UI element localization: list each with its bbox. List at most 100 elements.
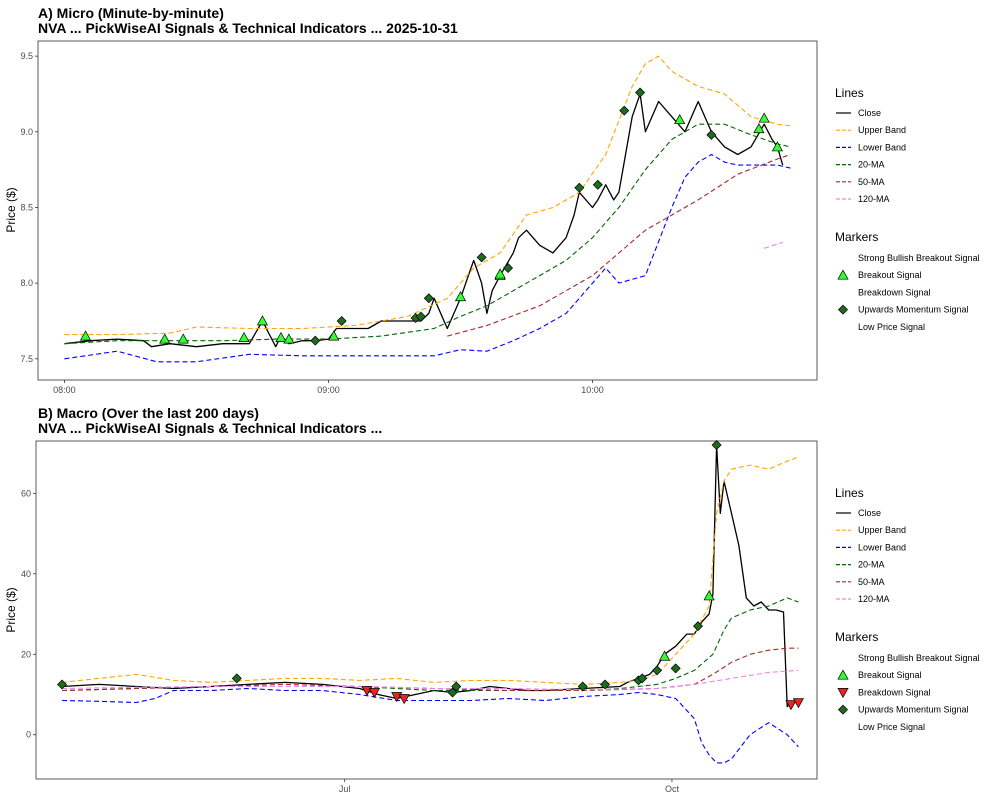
legend-marker-key <box>837 669 849 680</box>
legend-line-label: Close <box>858 108 881 118</box>
marker-breakout-signal <box>256 315 269 326</box>
legend-line-label: 50-MA <box>858 577 885 587</box>
y-tick-label: 8.5 <box>20 202 33 212</box>
marker-breakout-signal <box>674 113 686 125</box>
legend-marker-label: Breakdown Signal <box>858 287 931 297</box>
marker-upwards-momentum-signal <box>476 252 487 263</box>
marker-upwards-momentum-signal <box>574 182 585 193</box>
series-line-50-ma <box>61 647 799 692</box>
series-line-upper-band <box>64 55 791 336</box>
marker-upwards-momentum-signal <box>423 293 434 304</box>
y-tick-label: 9.0 <box>20 127 33 137</box>
legend-line-label: Lower Band <box>858 142 906 152</box>
marker-upwards-momentum-signal <box>592 179 603 190</box>
marker-breakout-signal <box>159 333 171 344</box>
marker-upwards-momentum-signal <box>711 440 722 451</box>
legend-line-label: Upper Band <box>858 125 906 135</box>
legend-line-label: Upper Band <box>858 525 906 535</box>
series-line-120-ma <box>764 241 783 249</box>
y-tick-label: 7.5 <box>20 354 33 364</box>
marker-breakout-signal <box>79 330 92 341</box>
series-line-50-ma <box>447 153 791 337</box>
marker-upwards-momentum-signal <box>692 621 703 632</box>
marker-upwards-momentum-signal <box>336 315 347 326</box>
marker-upwards-momentum-signal <box>451 681 462 692</box>
marker-breakout-signal <box>283 333 295 344</box>
series-line-20-ma <box>64 123 791 345</box>
marker-upwards-momentum-signal <box>503 263 514 274</box>
series-line-20-ma <box>61 597 799 692</box>
legend-marker-label: Low Price Signal <box>858 322 925 332</box>
plot-marks <box>64 55 791 363</box>
legend-marker-key <box>838 704 848 715</box>
marker-breakout-signal <box>238 331 250 342</box>
macro-panel: B) Macro (Over the last 200 days) NVA ..… <box>4 405 980 794</box>
legend-marker-key <box>837 269 849 280</box>
plot-marks <box>57 440 804 764</box>
legend-markers-title: Markers <box>835 630 878 644</box>
marker-upwards-momentum-signal <box>447 687 458 698</box>
marker-upwards-momentum-signal <box>600 679 611 690</box>
marker-upwards-momentum-signal <box>231 673 242 684</box>
legend-marker-key <box>837 688 849 699</box>
marker-breakout-signal <box>275 331 287 342</box>
marker-upwards-momentum-signal <box>310 335 321 346</box>
axis-ticks: 0 20 40 60 Jul Oct <box>21 488 679 794</box>
legend-markers-title: Markers <box>835 230 878 244</box>
legend-marker-label: Strong Bullish Breakout Signal <box>858 653 980 663</box>
legend-marker-label: Upwards Momentum Signal <box>858 705 969 715</box>
panel-subtitle: NVA ... PickWiseAI Signals & Technical I… <box>38 20 458 36</box>
marker-breakout-signal <box>494 268 506 279</box>
series-line-close <box>64 93 784 348</box>
legend-marker-label: Upwards Momentum Signal <box>858 305 969 315</box>
marker-breakdown-signal <box>398 694 410 705</box>
marker-breakout-signal <box>758 112 770 123</box>
marker-breakdown-signal <box>785 700 797 711</box>
legend-line-label: Close <box>858 508 881 518</box>
legend-line-label: 120-MA <box>858 594 890 604</box>
marker-upwards-momentum-signal <box>577 681 588 692</box>
legend: Lines Close Upper Band Lower Band 20-MA 50-MA… <box>835 86 980 332</box>
y-axis-title: Price ($) <box>4 187 18 232</box>
legend-marker-label: Breakout Signal <box>858 270 922 280</box>
x-tick-label: 09:00 <box>317 385 340 395</box>
plot-panel <box>35 440 818 780</box>
legend-line-label: 120-MA <box>858 194 890 204</box>
series-line-lower-band <box>61 687 799 764</box>
legend-line-label: Lower Band <box>858 542 906 552</box>
x-tick-label: 08:00 <box>53 385 76 395</box>
x-tick-label: Oct <box>665 784 680 794</box>
marker-upwards-momentum-signal <box>619 105 630 116</box>
marker-upwards-momentum-signal <box>670 663 681 674</box>
marker-upwards-momentum-signal <box>706 129 717 140</box>
marker-breakout-signal <box>454 291 467 302</box>
series-line-upper-band <box>61 456 799 685</box>
marker-upwards-momentum-signal <box>635 87 646 98</box>
y-axis-title: Price ($) <box>4 587 18 632</box>
marker-breakout-signal <box>753 123 765 134</box>
panel-title: A) Micro (Minute-by-minute) <box>38 5 224 21</box>
x-tick-label: 10:00 <box>581 385 604 395</box>
marker-breakdown-signal <box>792 698 804 709</box>
plot-panel <box>37 40 818 381</box>
marker-breakout-signal <box>771 141 783 152</box>
legend-marker-label: Low Price Signal <box>858 722 925 732</box>
legend: Lines Close Upper Band Lower Band 20-MA 50-MA… <box>835 486 980 732</box>
marker-breakdown-signal <box>368 688 381 699</box>
legend-lines-title: Lines <box>835 86 864 100</box>
series-line-lower-band <box>64 153 791 363</box>
marker-upwards-momentum-signal <box>415 311 426 322</box>
y-tick-label: 40 <box>21 569 31 579</box>
legend-marker-label: Breakdown Signal <box>858 687 931 697</box>
marker-breakout-signal <box>328 330 340 341</box>
micro-panel: A) Micro (Minute-by-minute) NVA ... Pick… <box>4 5 980 395</box>
marker-breakout-signal <box>703 590 715 601</box>
y-tick-label: 0 <box>26 730 31 740</box>
panel-subtitle: NVA ... PickWiseAI Signals & Technical I… <box>38 420 382 436</box>
legend-line-label: 50-MA <box>858 177 885 187</box>
legend-marker-label: Breakout Signal <box>858 670 922 680</box>
marker-upwards-momentum-signal <box>57 679 68 690</box>
axis-ticks: 7.5 8.0 8.5 9.0 9.5 08:00 09:00 10:00 <box>20 51 603 395</box>
